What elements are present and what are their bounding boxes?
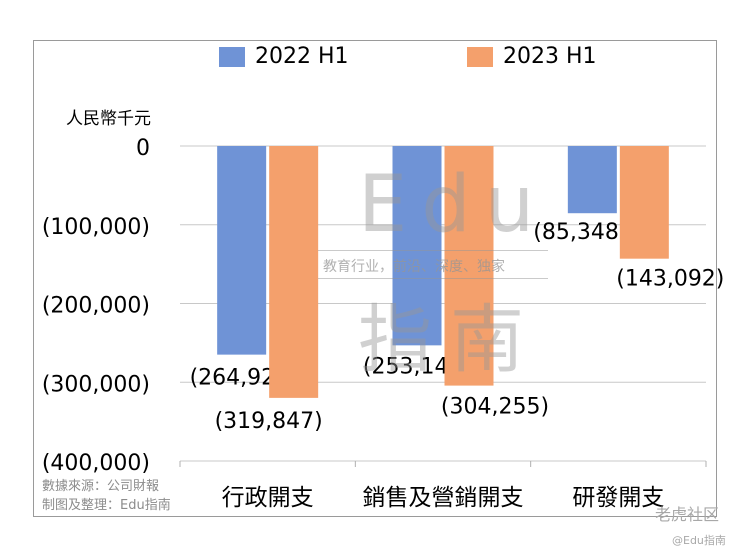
y-tick-label: (100,000) [42, 215, 150, 240]
data-label: (85,348) [533, 220, 627, 245]
legend-swatch-2022 [219, 46, 245, 67]
source-note: 數據來源：公司財報 制图及整理：Edu指南 [42, 477, 171, 515]
data-label: (143,092) [616, 267, 724, 292]
data-label: (304,255) [441, 395, 549, 420]
watermark-community: 老虎社区 [655, 505, 720, 524]
legend-label-2022: 2022 H1 [255, 44, 349, 69]
legend-swatch-2023 [467, 46, 493, 67]
bar [269, 146, 319, 398]
y-axis-unit-label: 人民幣千元 [66, 109, 151, 129]
source-line-data: 數據來源：公司財報 [42, 479, 160, 494]
x-tick-label: 銷售及營銷開支 [363, 485, 524, 511]
y-tick-label: (300,000) [42, 372, 150, 397]
legend-item-2023: 2023 H1 [467, 44, 597, 69]
watermark-handle: @Edu指南 [672, 534, 726, 547]
data-label: (319,847) [215, 409, 323, 434]
source-line-author: 制图及整理：Edu指南 [42, 498, 171, 513]
bar [444, 146, 494, 386]
legend-item-2022: 2022 H1 [219, 44, 349, 69]
legend-label-2023: 2023 H1 [503, 44, 597, 69]
bar [392, 146, 442, 346]
bar [567, 146, 617, 214]
y-tick-label: (200,000) [42, 294, 150, 319]
x-tick-label: 行政開支 [222, 485, 314, 511]
x-tick-label: 研發開支 [572, 485, 664, 511]
y-tick-label: 0 [136, 136, 150, 161]
y-tick-label: (400,000) [42, 451, 150, 476]
bar [217, 146, 267, 355]
bar [619, 146, 669, 259]
